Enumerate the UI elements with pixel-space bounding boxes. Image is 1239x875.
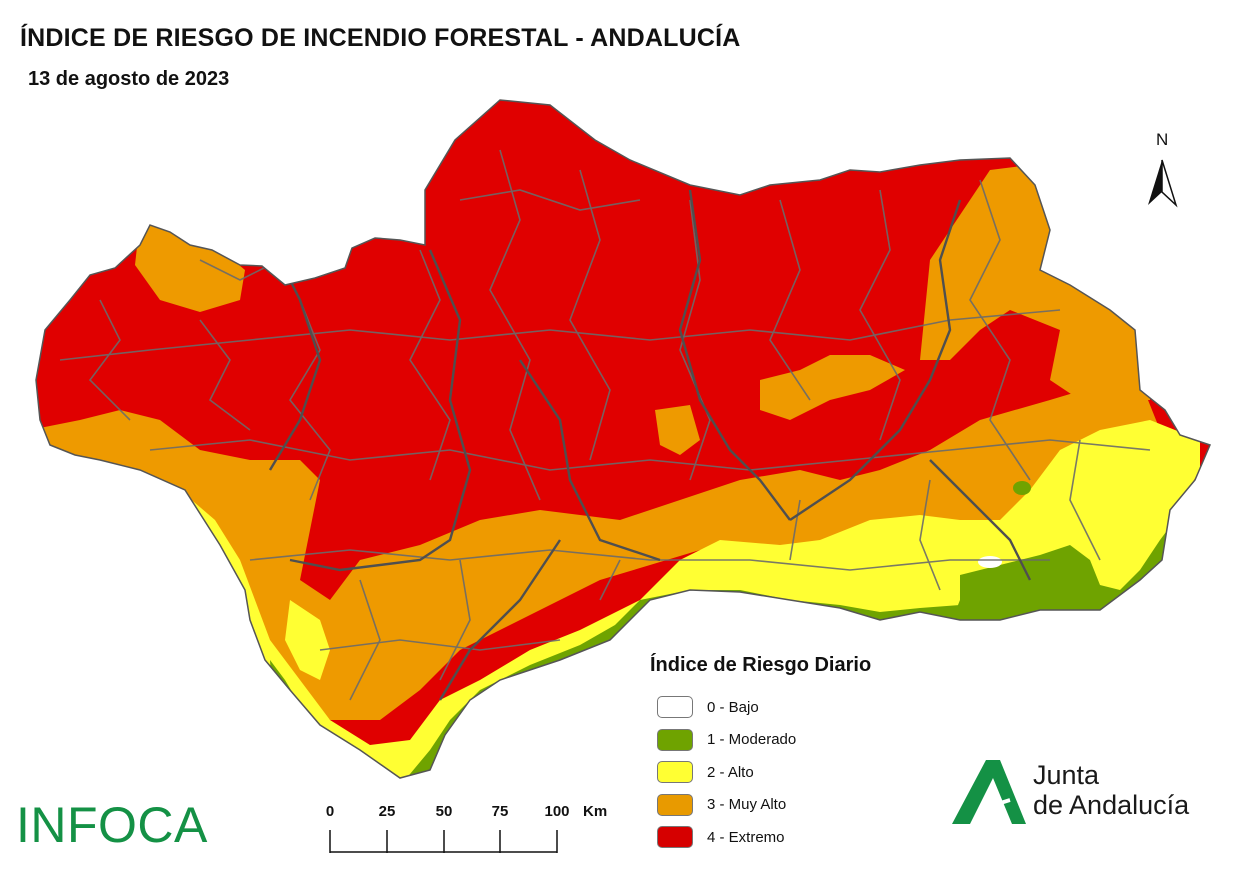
risk-zone-bajo-spot [978,556,1002,568]
legend-swatch-extremo [657,826,693,849]
province-borders [268,189,1032,701]
north-arrow-label: N [1156,130,1169,149]
legend-item-moderado: 1 - Moderado [650,724,871,757]
scale-tick-label: 0 [325,803,335,820]
scale-tick-label: 25 [378,803,396,820]
andalucia-outline [35,99,1212,779]
legend-swatch-alto [657,761,693,784]
map-date: 13 de agosto de 2023 [28,68,230,90]
legend-label: 3 - Muy Alto [707,796,787,814]
risk-zone-muy-alto-northwest [135,220,245,312]
risk-zone-alto-inland [285,600,330,680]
junta-line1: Junta [1033,760,1100,790]
junta-andalucia-logo-icon [952,760,1026,824]
legend-swatch-moderado [657,728,693,751]
legend-swatch-muy-alto [657,793,693,816]
risk-zone-moderado-coast [405,590,960,778]
legend-item-extremo: 4 - Extremo [650,821,871,854]
legend-item-muy-alto: 3 - Muy Alto [650,789,871,822]
scale-tick-label: 100 [544,803,570,820]
infoca-logo: INFOCA [16,797,208,853]
risk-zone-moderado-spot [1013,481,1031,495]
risk-zone-alto-west-coast [60,420,1200,778]
scale-bar: 0 25 50 75 100 Km [320,800,607,860]
scale-bar-ruler [329,830,558,853]
junta-line2: de Andalucía [1033,790,1190,820]
scale-unit: Km [583,803,608,820]
legend-swatch-bajo [657,696,693,719]
risk-zone-muy-alto-spot [655,405,700,455]
risk-zone-muy-alto-east [920,165,1150,400]
risk-zone-muy-alto-center [760,355,905,420]
legend-label: 0 - Bajo [707,698,759,716]
legend-item-alto: 2 - Alto [650,756,871,789]
legend-title: Índice de Riesgo Diario [650,654,872,676]
legend: Índice de Riesgo Diario 0 - Bajo 1 - Mod… [650,654,871,854]
legend-label: 2 - Alto [707,763,754,781]
north-arrow-icon [1148,159,1178,208]
legend-label: 1 - Moderado [707,731,797,749]
map-title: ÍNDICE DE RIESGO DE INCENDIO FORESTAL - … [20,24,741,52]
scale-tick-label: 75 [491,803,509,820]
junta-andalucia-logo-text: Junta de Andalucía [1033,760,1189,820]
scale-tick-label: 50 [435,803,453,820]
legend-label: 4 - Extremo [707,828,785,846]
legend-item-bajo: 0 - Bajo [650,691,871,724]
